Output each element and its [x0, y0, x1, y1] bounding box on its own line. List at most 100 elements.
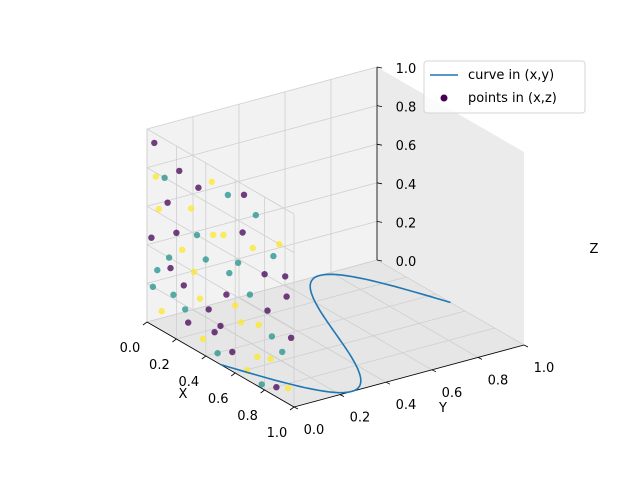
scatter-point: [193, 231, 201, 239]
scatter-point: [205, 306, 212, 313]
x-axis-tick: [201, 355, 207, 360]
y-axis-tick-label: 0.2: [350, 411, 371, 426]
scatter-point: [165, 254, 173, 261]
axis-panes: [147, 67, 524, 407]
z-axis-tick: [376, 105, 383, 107]
legend-box: [423, 60, 586, 114]
scatter-point: [283, 293, 290, 300]
scatter-point: [167, 264, 174, 272]
y-axis-tick: [339, 394, 345, 397]
tick-labels: 0.0 0.2 0.4 0.6 0.8 1.0 0.0 0.2 0.4 0.6 0.8 1.0 0.0 0…: [120, 62, 555, 441]
grid-line: [146, 205, 295, 292]
scatter-point: [179, 246, 186, 253]
z-axis-tick-label: 1.0: [396, 62, 417, 77]
y-axis-tick: [293, 406, 299, 410]
scatter-point: [240, 191, 248, 198]
grid-line: [235, 310, 466, 374]
legend: curve in (x,y) points in (x,z): [423, 60, 586, 114]
scatter-point: [226, 269, 233, 277]
scatter-point: [202, 256, 209, 263]
legend-curve-label: curve in (x,y): [468, 68, 554, 83]
y-axis-tick: [385, 381, 391, 385]
scatter-point: [220, 231, 227, 239]
scatter-point: [261, 271, 268, 278]
scatter-point: [229, 348, 236, 356]
scatter-point: [224, 191, 232, 199]
y-axis-tick-label: 0.4: [396, 398, 417, 413]
x-axis-tick: [172, 338, 177, 343]
scatter-point: [249, 244, 256, 252]
x-axis-tick: [260, 389, 265, 394]
x-axis-tick-label: 0.0: [120, 341, 141, 356]
scatter-point: [287, 334, 295, 341]
grid-line: [330, 272, 479, 358]
scatter-point: [276, 240, 283, 248]
scatter-point: [284, 385, 292, 392]
z-axis-tick: [376, 143, 383, 146]
scatter-point: [258, 381, 265, 388]
grid-line: [146, 143, 378, 207]
scatter-point: [273, 384, 280, 391]
scatter-point: [223, 291, 230, 298]
scatter-point: [270, 252, 277, 260]
scatter-point: [182, 306, 189, 313]
scatter-point: [196, 295, 204, 302]
x-axis-label: X: [179, 387, 188, 402]
x-axis-tick-label: 0.8: [237, 409, 258, 424]
scatter-point: [176, 167, 183, 175]
z-axis-tick: [376, 221, 383, 223]
z-axis-tick: [376, 259, 383, 262]
scatter-point: [158, 308, 165, 315]
z-axis-tick-label: 0.2: [396, 216, 417, 231]
grid-line: [264, 327, 495, 391]
scatter-point: [155, 205, 162, 213]
scatter-points: [148, 139, 295, 392]
scatter-point: [267, 355, 274, 362]
curve-series: [220, 273, 451, 394]
grid-line: [238, 296, 387, 383]
scatter-point: [149, 283, 157, 290]
y-axis-tick-label: 1.0: [534, 361, 555, 376]
scatter-point: [217, 322, 224, 330]
x-axis-tick: [142, 321, 148, 326]
x-axis-tick: [230, 372, 236, 377]
scatter-point: [180, 282, 187, 289]
z-axis-label: Z: [590, 242, 599, 257]
scatter-point: [255, 321, 262, 328]
x-axis-tick: [289, 406, 295, 411]
x-axis-tick-label: 0.2: [149, 358, 170, 373]
y-axis-line: [293, 344, 525, 408]
z-axis-tick: [376, 66, 383, 69]
scatter-point: [214, 350, 221, 357]
z-axis-tick: [376, 182, 383, 185]
x-axis-tick-label: 0.4: [178, 375, 199, 390]
scatter-point: [208, 178, 215, 185]
y-axis-label: Y: [438, 401, 447, 416]
scatter-point: [164, 199, 171, 206]
y-axis-tick-label: 0.6: [442, 386, 463, 401]
right-pane-yz: [377, 67, 524, 345]
scatter-point: [173, 229, 180, 236]
scatter-point: [199, 335, 207, 343]
z-axis-tick-label: 0.0: [396, 255, 417, 270]
scatter-point: [246, 291, 254, 298]
y-axis-tick-label: 0.0: [304, 423, 325, 438]
scatter-point: [170, 291, 177, 298]
scatter-point: [187, 205, 195, 212]
scatter-point: [264, 307, 271, 314]
scatter-point: [152, 173, 159, 180]
y-axis-tick-label: 0.8: [488, 373, 509, 388]
scatter-point: [210, 231, 217, 238]
scatter-point: [239, 229, 246, 236]
scatter-point: [268, 333, 276, 340]
scatter-point: [148, 234, 155, 241]
scatter-point: [232, 302, 239, 309]
z-axis-tick-label: 0.8: [396, 101, 417, 116]
x-axis-tick-label: 1.0: [267, 426, 288, 441]
legend-points-label: points in (x,z): [468, 91, 557, 106]
y-axis-tick: [477, 357, 483, 360]
scatter-point: [154, 266, 161, 274]
grid-line: [284, 284, 433, 371]
